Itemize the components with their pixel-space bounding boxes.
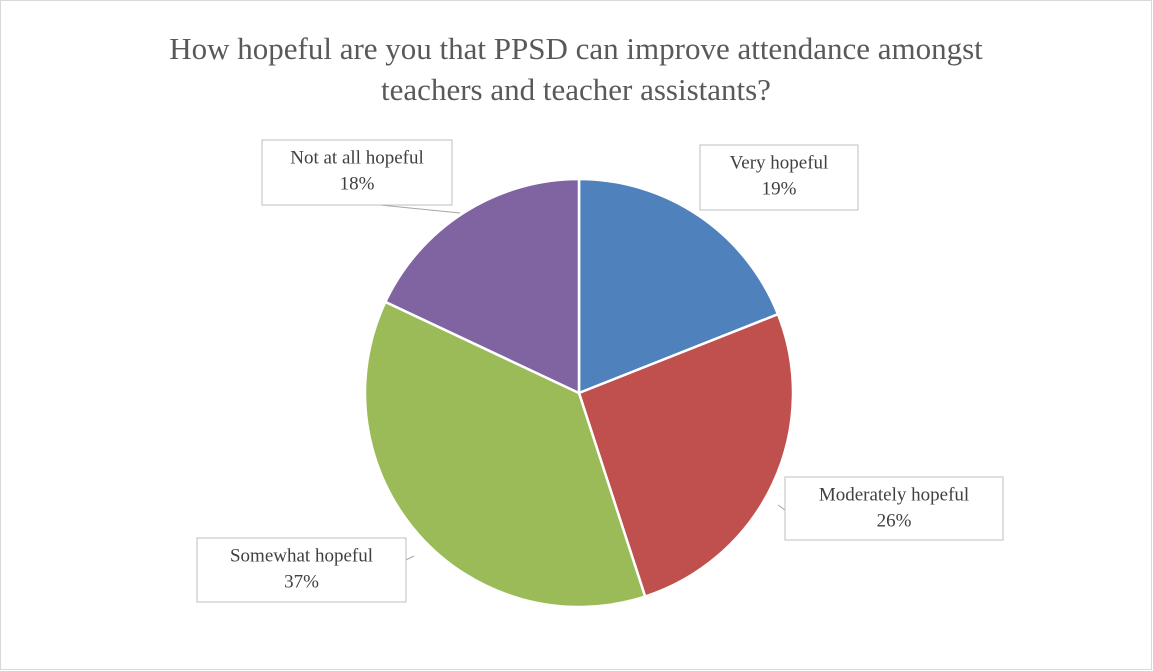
category-label: Moderately hopeful — [819, 484, 969, 505]
pie-slice — [577, 312, 795, 599]
value-label: 26% — [877, 510, 912, 531]
label-box — [699, 144, 859, 211]
pie-slice — [577, 177, 780, 395]
value-label: 37% — [284, 571, 319, 592]
chart-title: How hopeful are you that PPSD can improv… — [169, 31, 983, 107]
leader-line — [777, 504, 786, 511]
leader-line — [379, 204, 461, 214]
leader-line — [405, 555, 415, 561]
label-box — [784, 476, 1004, 541]
pie-slice — [363, 300, 647, 609]
category-label: Very hopeful — [730, 152, 829, 173]
label-box — [196, 537, 407, 603]
pie-slice — [383, 177, 581, 395]
category-label: Somewhat hopeful — [230, 545, 373, 566]
value-label: 19% — [762, 178, 797, 199]
value-label: 18% — [340, 173, 375, 194]
category-label: Not at all hopeful — [290, 147, 424, 168]
label-box — [261, 139, 453, 206]
